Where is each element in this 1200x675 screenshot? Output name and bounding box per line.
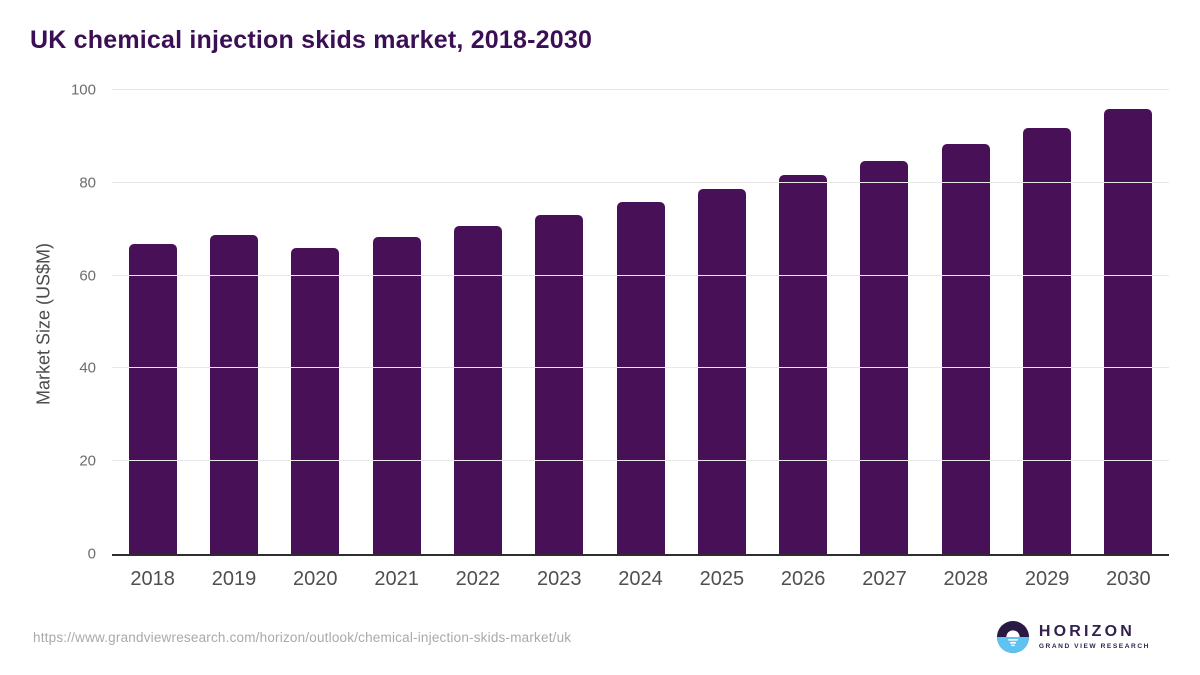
gridline-40 <box>112 367 1169 369</box>
gridline-80 <box>112 181 1169 183</box>
x-tick-label-2025: 2025 <box>699 568 745 590</box>
bar-2021 <box>372 237 421 554</box>
bar-2025 <box>697 189 746 554</box>
y-tick-label-20: 20 <box>79 452 96 470</box>
x-tick-label-2024: 2024 <box>618 568 663 590</box>
bar-slot-2028: 2028 <box>925 92 1006 589</box>
bar-2028 <box>941 144 990 554</box>
y-tick-label-80: 80 <box>79 174 96 192</box>
y-tick-label-100: 100 <box>70 81 96 99</box>
gridline-20 <box>112 460 1169 462</box>
bar-slot-2020: 2020 <box>275 92 356 589</box>
page-title: UK chemical injection skids market, 2018… <box>30 26 593 54</box>
x-tick-label-2026: 2026 <box>780 568 826 590</box>
horizon-logo-text: HORIZON GRAND VIEW RESEARCH <box>1038 622 1150 651</box>
bar-slot-2025: 2025 <box>681 92 762 589</box>
bar-slot-2030: 2030 <box>1088 92 1169 589</box>
bar-slot-2029: 2029 <box>1006 92 1087 589</box>
x-tick-label-2028: 2028 <box>943 568 989 590</box>
bar-slots: 2018 2019 2020 2021 2022 2023 2024 2025 2026 2027… <box>112 92 1169 589</box>
bar-2019 <box>209 234 258 554</box>
bar-slot-2022: 2022 <box>437 92 518 589</box>
logo-name: HORIZON <box>1038 622 1136 640</box>
y-tick-label-60: 60 <box>79 267 96 285</box>
y-axis-title: Market Size (US$M) <box>33 242 54 406</box>
plot-area: 2018 2019 2020 2021 2022 2023 2024 2025 2026 2027… <box>71 83 1169 589</box>
horizon-logo-icon <box>996 621 1029 653</box>
x-tick-label-2019: 2019 <box>211 568 257 590</box>
bar-2029 <box>1023 128 1072 554</box>
x-tick-label-2020: 2020 <box>293 568 338 590</box>
horizon-logo: HORIZON GRAND VIEW RESEARCH <box>996 621 1150 653</box>
x-tick-label-2022: 2022 <box>455 568 501 590</box>
logo-subtitle: GRAND VIEW RESEARCH <box>1038 642 1150 650</box>
x-tick-label-2030: 2030 <box>1106 568 1151 590</box>
bar-slot-2027: 2027 <box>844 92 925 589</box>
x-tick-label-2021: 2021 <box>374 568 419 590</box>
source-url: https://www.grandviewresearch.com/horizo… <box>33 630 572 645</box>
bar-slot-2021: 2021 <box>356 92 437 589</box>
x-tick-label-2027: 2027 <box>862 568 907 590</box>
bar-2020 <box>291 248 340 554</box>
bar-slot-2019: 2019 <box>193 92 274 589</box>
gridline-60 <box>112 274 1169 276</box>
bar-2027 <box>860 161 909 554</box>
y-tick-label-0: 0 <box>87 545 96 563</box>
x-tick-label-2023: 2023 <box>536 568 582 590</box>
bar-2024 <box>616 202 665 554</box>
bar-2026 <box>779 175 828 554</box>
bar-slot-2026: 2026 <box>763 92 844 589</box>
x-tick-label-2018: 2018 <box>130 568 175 590</box>
y-tick-label-40: 40 <box>79 359 96 377</box>
bar-2023 <box>535 214 584 554</box>
x-tick-label-2029: 2029 <box>1024 568 1070 590</box>
bar-2030 <box>1104 109 1153 554</box>
bar-2022 <box>453 225 502 554</box>
bar-slot-2024: 2024 <box>600 92 681 589</box>
bar-slot-2018: 2018 <box>112 92 193 589</box>
bar-2018 <box>128 244 177 554</box>
bar-slot-2023: 2023 <box>519 92 600 589</box>
gridline-100 <box>112 89 1169 90</box>
